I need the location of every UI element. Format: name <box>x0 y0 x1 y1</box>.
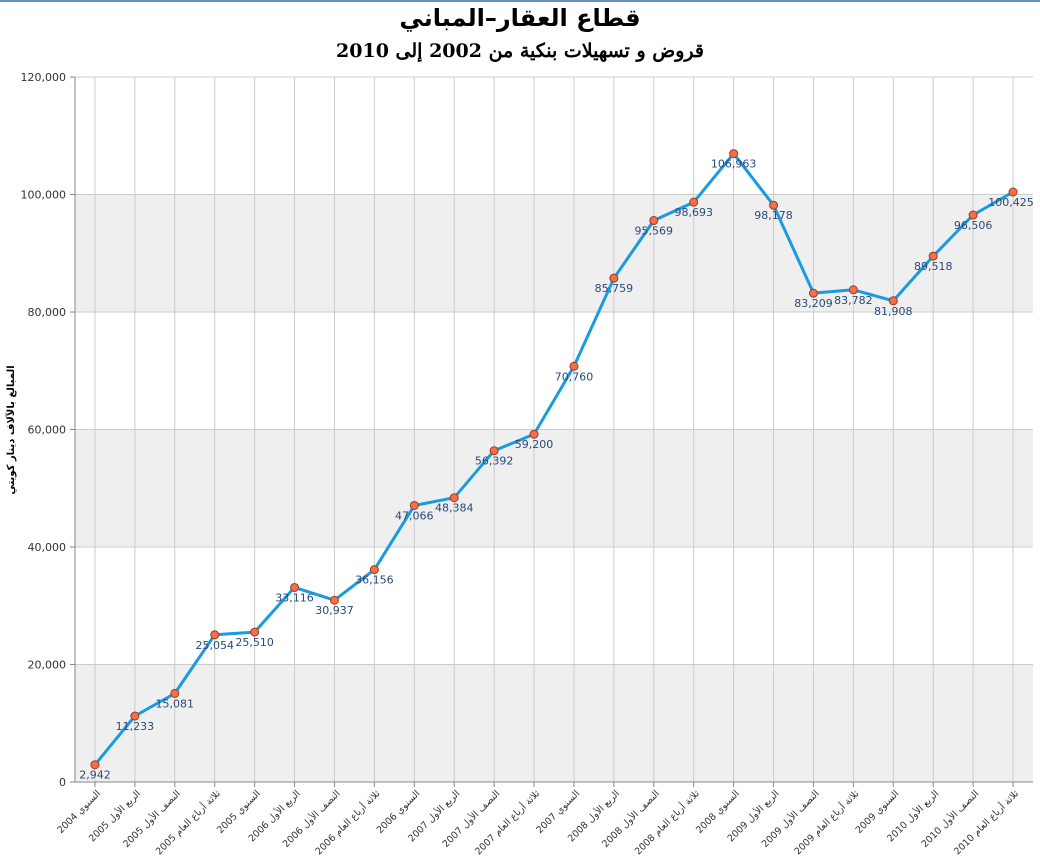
data-point <box>290 582 300 592</box>
data-label: 95,569 <box>635 225 674 238</box>
chart-subtitle: قروض و تسهيلات بنكية من 2002 إلى 2010 <box>336 40 704 62</box>
y-axis-label: المبالغ بالآلاف دينار كويتي <box>5 365 17 494</box>
x-tick-label: ثلاثة أرباع العام 2008 <box>631 787 702 858</box>
data-label: 59,200 <box>515 438 554 451</box>
data-point <box>409 500 419 510</box>
data-point <box>369 565 379 575</box>
y-tick-label: 40,000 <box>28 541 67 554</box>
data-point <box>449 493 459 503</box>
data-label: 70,760 <box>555 370 594 383</box>
plot-band <box>75 194 1033 312</box>
x-tick-label: ثلاثة أرباع العام 2010 <box>951 787 1022 858</box>
data-point <box>689 197 699 207</box>
data-point <box>968 210 978 220</box>
data-label: 56,392 <box>475 455 514 468</box>
data-point <box>529 429 539 439</box>
data-label: 36,156 <box>355 574 394 587</box>
data-label: 15,081 <box>156 697 195 710</box>
data-point <box>170 688 180 698</box>
data-point <box>729 149 739 159</box>
data-label: 83,782 <box>834 294 873 307</box>
chart-title: قطاع العقار–المباني <box>399 4 641 32</box>
data-label: 48,384 <box>435 502 474 515</box>
y-tick-label: 60,000 <box>28 424 67 437</box>
x-tick-label: ثلاثة أرباع العام 2009 <box>791 787 862 858</box>
y-tick-label: 0 <box>59 776 66 789</box>
data-label: 98,178 <box>754 209 793 222</box>
data-point <box>90 760 100 770</box>
series-line <box>93 152 1014 766</box>
plot-bands <box>75 194 1033 782</box>
data-label: 96,506 <box>954 219 993 232</box>
data-label: 89,518 <box>914 260 953 273</box>
data-label: 100,425 <box>988 196 1034 209</box>
y-tick-label: 80,000 <box>28 306 67 319</box>
plot-band <box>75 429 1033 547</box>
data-point <box>210 630 220 640</box>
y-tick-label: 120,000 <box>21 71 67 84</box>
data-points <box>90 149 1018 770</box>
data-label: 30,937 <box>315 604 354 617</box>
data-label: 81,908 <box>874 305 913 318</box>
data-label: 85,759 <box>595 282 634 295</box>
data-point <box>1008 187 1018 197</box>
y-tick-label: 20,000 <box>28 659 67 672</box>
data-point <box>569 361 579 371</box>
data-point <box>329 595 339 605</box>
data-point <box>130 711 140 721</box>
data-point <box>848 285 858 295</box>
x-tick-label: ثلاثة أرباع العام 2007 <box>472 787 543 858</box>
data-point <box>489 446 499 456</box>
series-line-path <box>93 152 1014 766</box>
data-label: 2,942 <box>79 769 111 782</box>
data-label: 83,209 <box>794 297 833 310</box>
data-label: 33,116 <box>275 591 314 604</box>
data-point <box>609 273 619 283</box>
data-label: 25,054 <box>195 639 234 652</box>
y-tick-labels: 0 20,000 40,000 60,000 80,000 100,000 120,000 <box>21 71 67 789</box>
data-label: 11,233 <box>116 720 155 733</box>
x-tick-label: ثلاثة أرباع العام 2006 <box>312 787 383 858</box>
data-point <box>649 216 659 226</box>
data-label: 25,510 <box>235 636 274 649</box>
data-label: 98,693 <box>674 206 713 219</box>
data-point <box>928 251 938 261</box>
data-point <box>250 627 260 637</box>
top-border <box>0 0 1040 2</box>
data-point <box>769 200 779 210</box>
data-label: 106,963 <box>711 158 757 171</box>
axes <box>74 77 1033 783</box>
data-label: 47,066 <box>395 509 434 522</box>
plot-band <box>75 664 1033 782</box>
x-tick-label: ثلاثة أرباع العام 2005 <box>152 787 223 858</box>
data-point <box>888 296 898 306</box>
y-tick-label: 100,000 <box>21 189 67 202</box>
data-point <box>808 288 818 298</box>
